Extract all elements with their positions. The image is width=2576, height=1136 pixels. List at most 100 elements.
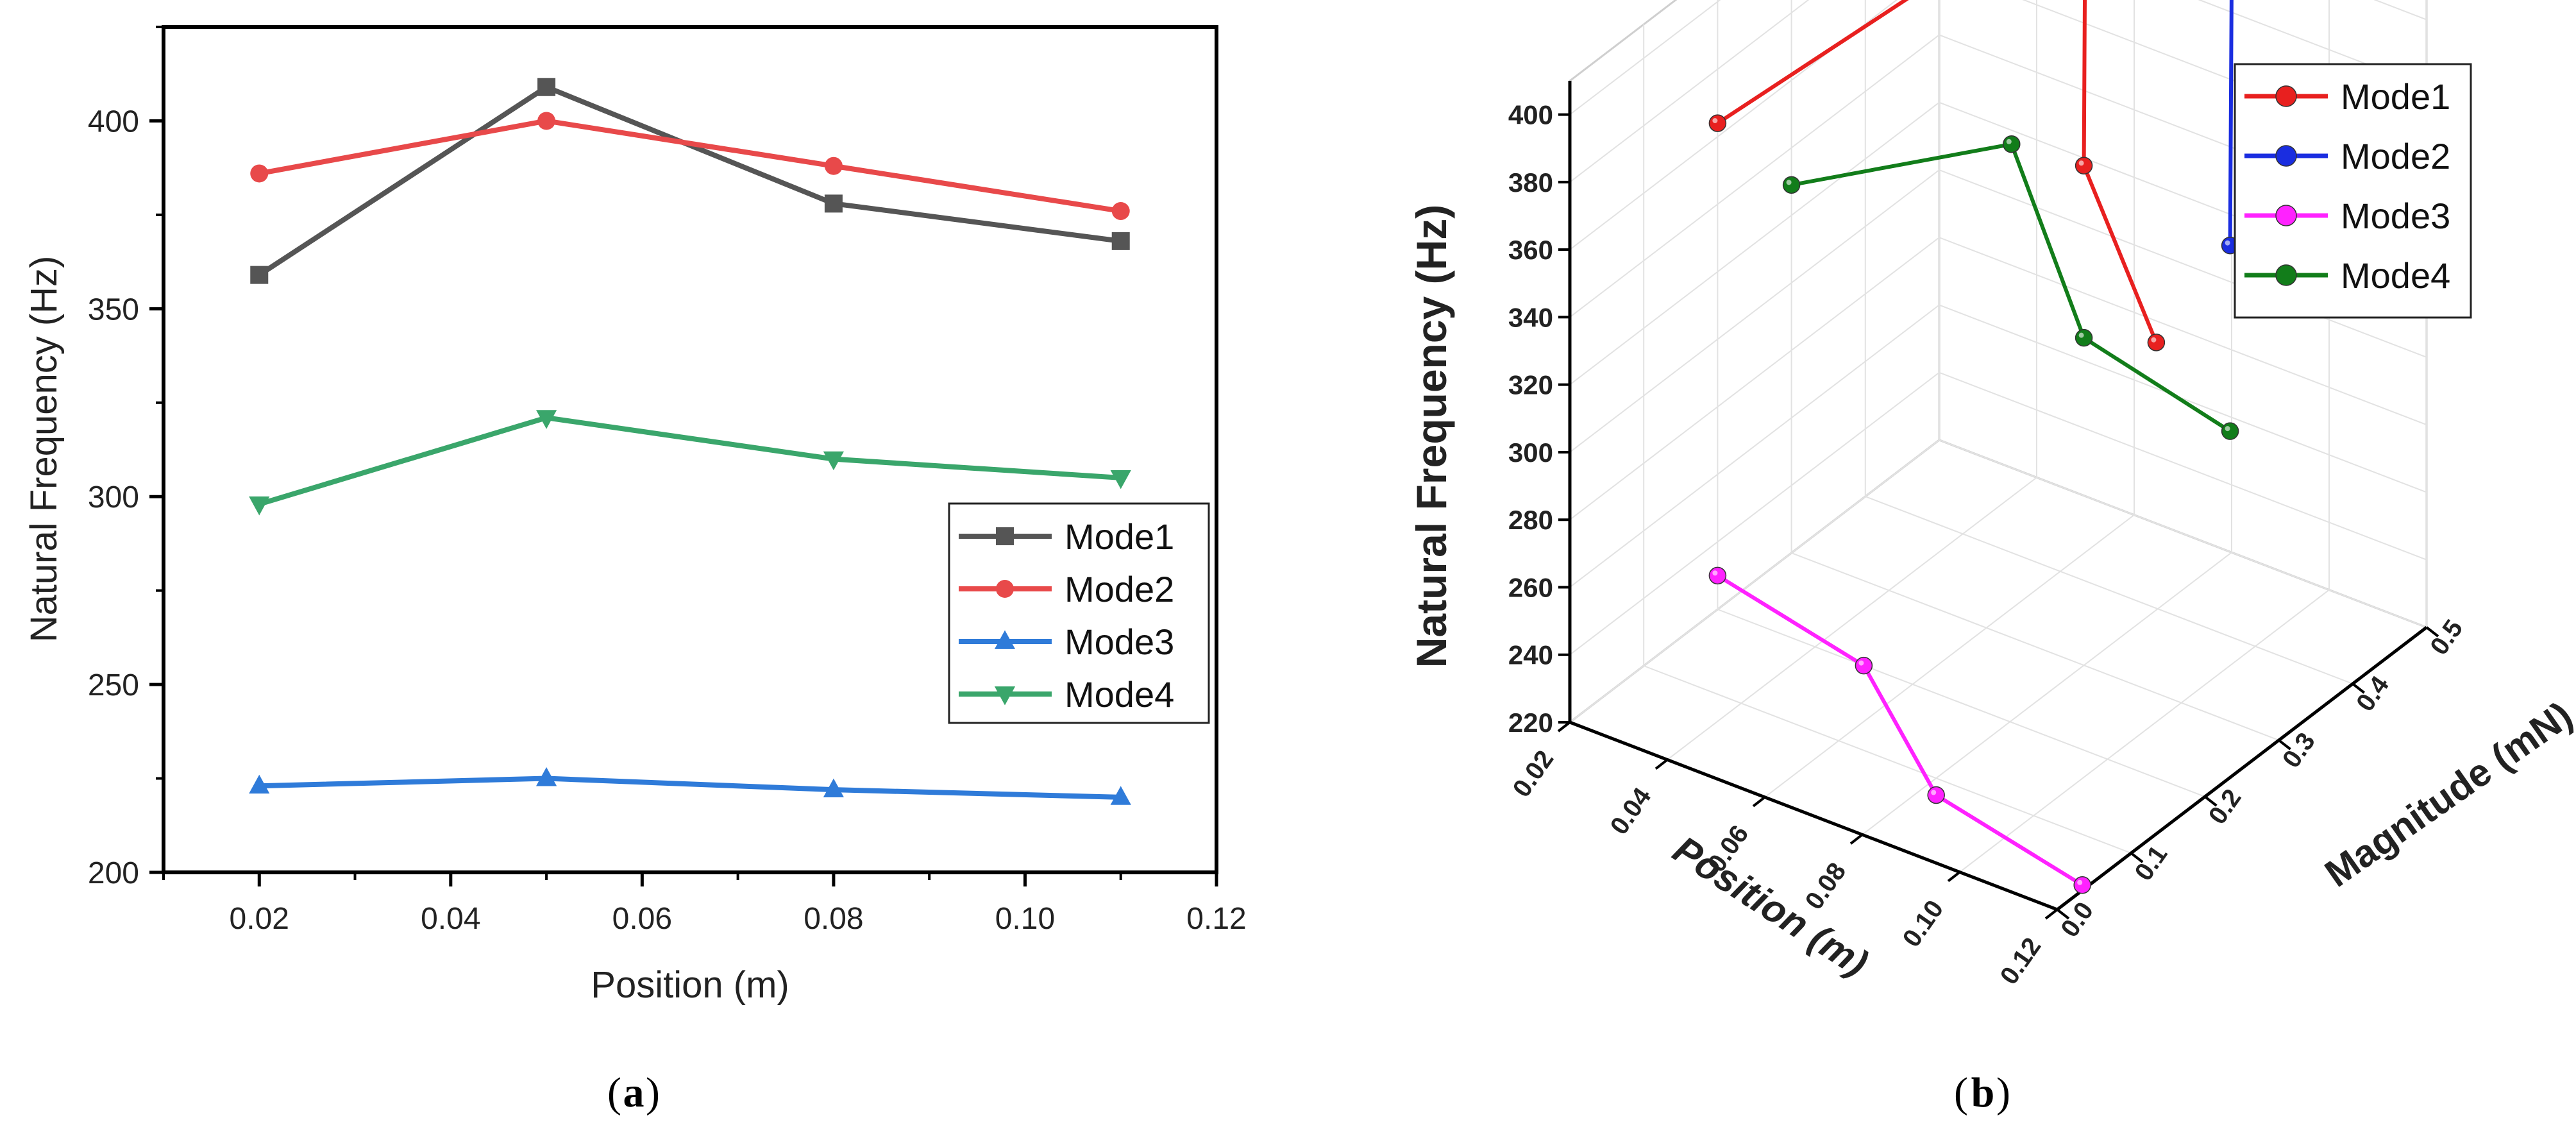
legend-entry: Mode2 (2244, 136, 2450, 176)
x-tick-label: 0.04 (421, 902, 480, 936)
data-point (1110, 470, 1131, 489)
x-tick-label: 0.02 (230, 902, 289, 936)
data-point (537, 78, 556, 96)
y-tick (2352, 682, 2366, 694)
data-point (2003, 135, 2021, 153)
x-tick (1752, 796, 1766, 808)
legend-label: Mode1 (2341, 76, 2450, 117)
data-point (1708, 566, 1727, 585)
data-point-highlight (1858, 660, 1864, 666)
legend-entry: Mode3 (959, 622, 1174, 662)
grid-line-y (1790, 0, 2279, 741)
data-point-highlight (1712, 118, 1718, 124)
caption-b: ( b (1954, 1069, 1994, 1116)
legend-entry: Mode2 (959, 569, 1174, 609)
legend-swatch-marker (2275, 85, 2297, 107)
data-point (250, 266, 269, 284)
legend-swatch-marker (996, 580, 1014, 598)
legend: Mode1 Mode2 Mode3 Mode4 (948, 502, 1210, 724)
x-tick-label: 0.06 (612, 902, 672, 936)
data-point (250, 164, 269, 183)
data-point-highlight (2151, 337, 2157, 343)
legend-frame (2234, 63, 2472, 319)
series-line (258, 118, 1122, 214)
data-point (1855, 656, 1873, 675)
caption-a: ( a (607, 1069, 644, 1116)
y-axis: 200 250 300 350 400 (88, 26, 164, 890)
data-point (2073, 876, 2091, 894)
x-tick-label: 0.12 (1186, 902, 1246, 936)
data-point (1111, 202, 1130, 221)
x-tick (1947, 871, 1961, 883)
data-point-highlight (2225, 426, 2230, 432)
legend-entry: Mode1 (959, 516, 1174, 557)
z-tick-label: 220 (1508, 708, 1553, 738)
grid-line-z (1569, 0, 2427, 183)
z-axis-label: Natural Frequency (Hz) (1408, 205, 1455, 668)
data-point-highlight (1786, 180, 1792, 185)
caption-a-close: ) (646, 1069, 660, 1116)
z-tick-label: 360 (1508, 235, 1553, 265)
data-point (535, 767, 557, 786)
y-tick-label: 250 (88, 668, 139, 702)
legend-swatch-marker (996, 527, 1014, 545)
x-tick (1654, 758, 1669, 770)
z-tick-label: 240 (1508, 640, 1553, 670)
legend-swatch-marker (2275, 264, 2297, 286)
data-point (824, 194, 843, 213)
data-point (1927, 786, 1945, 804)
series-mode4 (1782, 135, 2239, 440)
z-tick-label: 300 (1508, 437, 1553, 468)
legend-swatch-marker (2275, 205, 2297, 226)
caption-b-close: ) (1996, 1069, 2010, 1116)
legend-label: Mode1 (1065, 516, 1174, 557)
grid-line-y (1864, 0, 2353, 684)
z-tick-label: 340 (1508, 302, 1553, 332)
data-point (535, 410, 557, 429)
legend-swatch-marker (994, 630, 1016, 649)
caption-a-letter: a (623, 1069, 644, 1116)
data-point-highlight (2078, 332, 2084, 338)
data-point (537, 112, 556, 130)
y-axis-label: Natural Frequency (Hz) (23, 256, 65, 643)
data-point (1708, 114, 1727, 132)
y-tick-label: 350 (88, 292, 139, 326)
z-tick-label: 260 (1508, 572, 1553, 602)
series-line (259, 776, 1121, 800)
data-point-highlight (2006, 139, 2012, 144)
series-mode3 (249, 767, 1131, 805)
grid-line-z (1569, 0, 2427, 115)
data-point (823, 778, 845, 798)
series-mode2 (250, 112, 1130, 221)
data-point-highlight (1712, 570, 1718, 576)
legend: Mode1 Mode2 Mode3 Mode4 (2234, 63, 2472, 319)
z-tick-label: 400 (1508, 100, 1553, 130)
series-line (1716, 0, 2159, 343)
legend-label: Mode2 (1065, 569, 1174, 609)
data-point (1782, 176, 1801, 194)
data-point (823, 451, 845, 471)
series-layer (249, 78, 1131, 805)
data-point (2075, 157, 2093, 175)
x-axis-line (1569, 720, 2058, 911)
series-line (258, 415, 1121, 507)
grid-line-y (1717, 0, 2205, 797)
x-tick-label: 0.10 (995, 902, 1055, 936)
data-point (2075, 328, 2093, 347)
x-tick (1557, 721, 1571, 733)
data-point (249, 774, 270, 794)
caption-a-open: ( (607, 1069, 621, 1116)
data-point-highlight (2077, 879, 2083, 885)
chart-panel-a: 0.02 0.04 0.06 0.08 0.10 0.12 200 250 300 350 400… (23, 25, 1247, 1006)
legend-label: Mode3 (2341, 196, 2450, 236)
x-axis-label: Position (m) (591, 964, 789, 1006)
x-tick-label: 0.08 (804, 902, 863, 936)
series-mode4 (249, 410, 1131, 516)
y-tick-label: 300 (88, 480, 139, 514)
z-tick-label: 280 (1508, 505, 1553, 535)
legend-label: Mode3 (1065, 622, 1174, 662)
series-line (1716, 573, 2084, 887)
data-point-highlight (1931, 790, 1937, 795)
y-tick (2056, 908, 2070, 920)
